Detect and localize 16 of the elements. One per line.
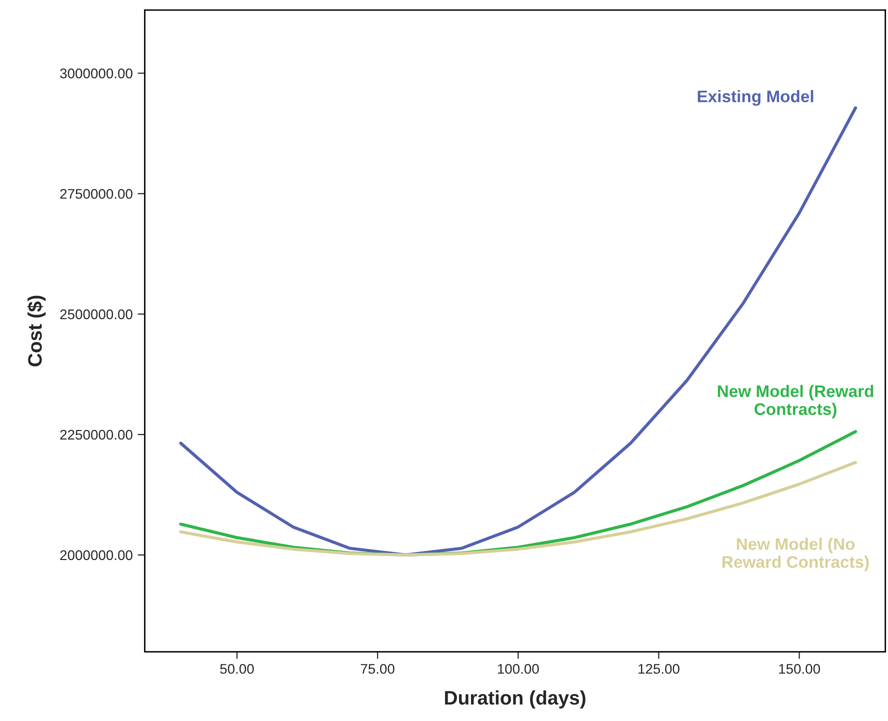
x-tick-label: 75.00	[360, 664, 394, 674]
x-tick-label: 50.00	[220, 664, 254, 674]
y-tick-label: 2250000.00	[60, 430, 132, 440]
series-label: New Model (Reward Contracts)	[718, 384, 874, 418]
y-tick-label: 2750000.00	[60, 188, 132, 199]
y-axis-title: Cost ($)	[27, 296, 46, 366]
x-tick-label: 125.00	[638, 664, 680, 674]
series-label: New Model (No Reward Contracts)	[722, 538, 869, 572]
y-tick-label: 3000000.00	[60, 68, 132, 78]
x-tick-label: 150.00	[779, 664, 820, 674]
line-series	[179, 460, 858, 556]
y-tick-label: 2000000.00	[60, 550, 132, 560]
text: Existing Model	[698, 90, 814, 106]
x-tick-label: 100.00	[498, 664, 539, 674]
y-tick-label: 2500000.00	[60, 309, 132, 320]
x-axis-title: Duration (days)	[445, 690, 586, 709]
